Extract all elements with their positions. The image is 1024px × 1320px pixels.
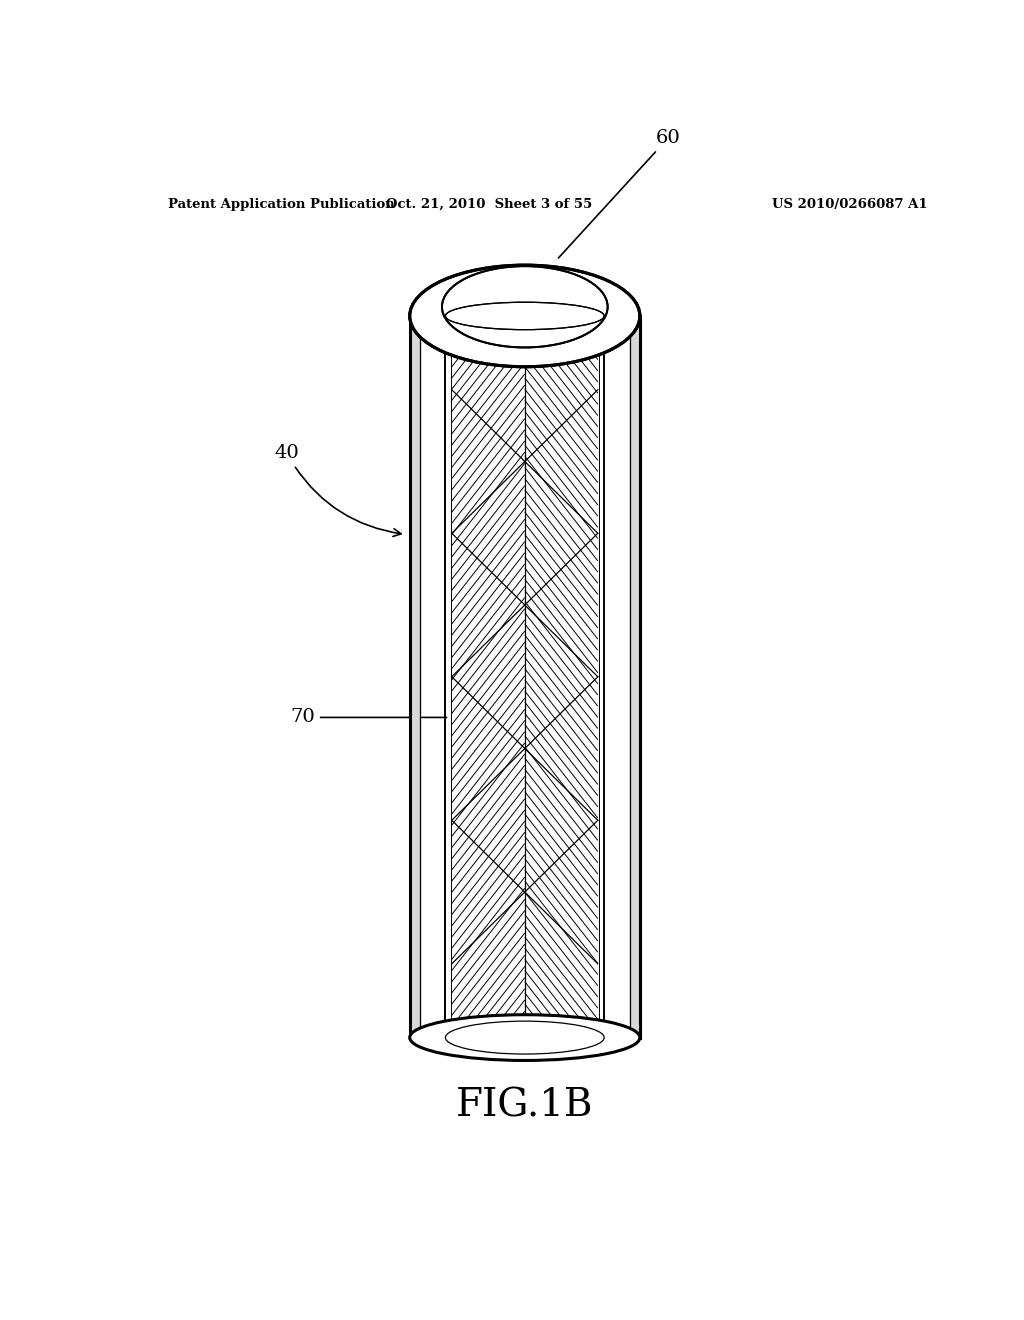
Text: Patent Application Publication: Patent Application Publication bbox=[168, 198, 394, 211]
Ellipse shape bbox=[442, 267, 607, 347]
Ellipse shape bbox=[444, 269, 605, 345]
Ellipse shape bbox=[445, 302, 604, 330]
Text: 70: 70 bbox=[290, 709, 446, 726]
Text: US 2010/0266087 A1: US 2010/0266087 A1 bbox=[772, 198, 928, 211]
Text: 40: 40 bbox=[274, 444, 401, 536]
Ellipse shape bbox=[445, 1022, 604, 1055]
Text: Oct. 21, 2010  Sheet 3 of 55: Oct. 21, 2010 Sheet 3 of 55 bbox=[386, 198, 592, 211]
Ellipse shape bbox=[410, 1015, 640, 1060]
Ellipse shape bbox=[412, 268, 638, 364]
Text: 60: 60 bbox=[558, 129, 681, 257]
Polygon shape bbox=[452, 318, 598, 1036]
Ellipse shape bbox=[410, 265, 640, 367]
Text: FIG.1B: FIG.1B bbox=[456, 1088, 594, 1125]
